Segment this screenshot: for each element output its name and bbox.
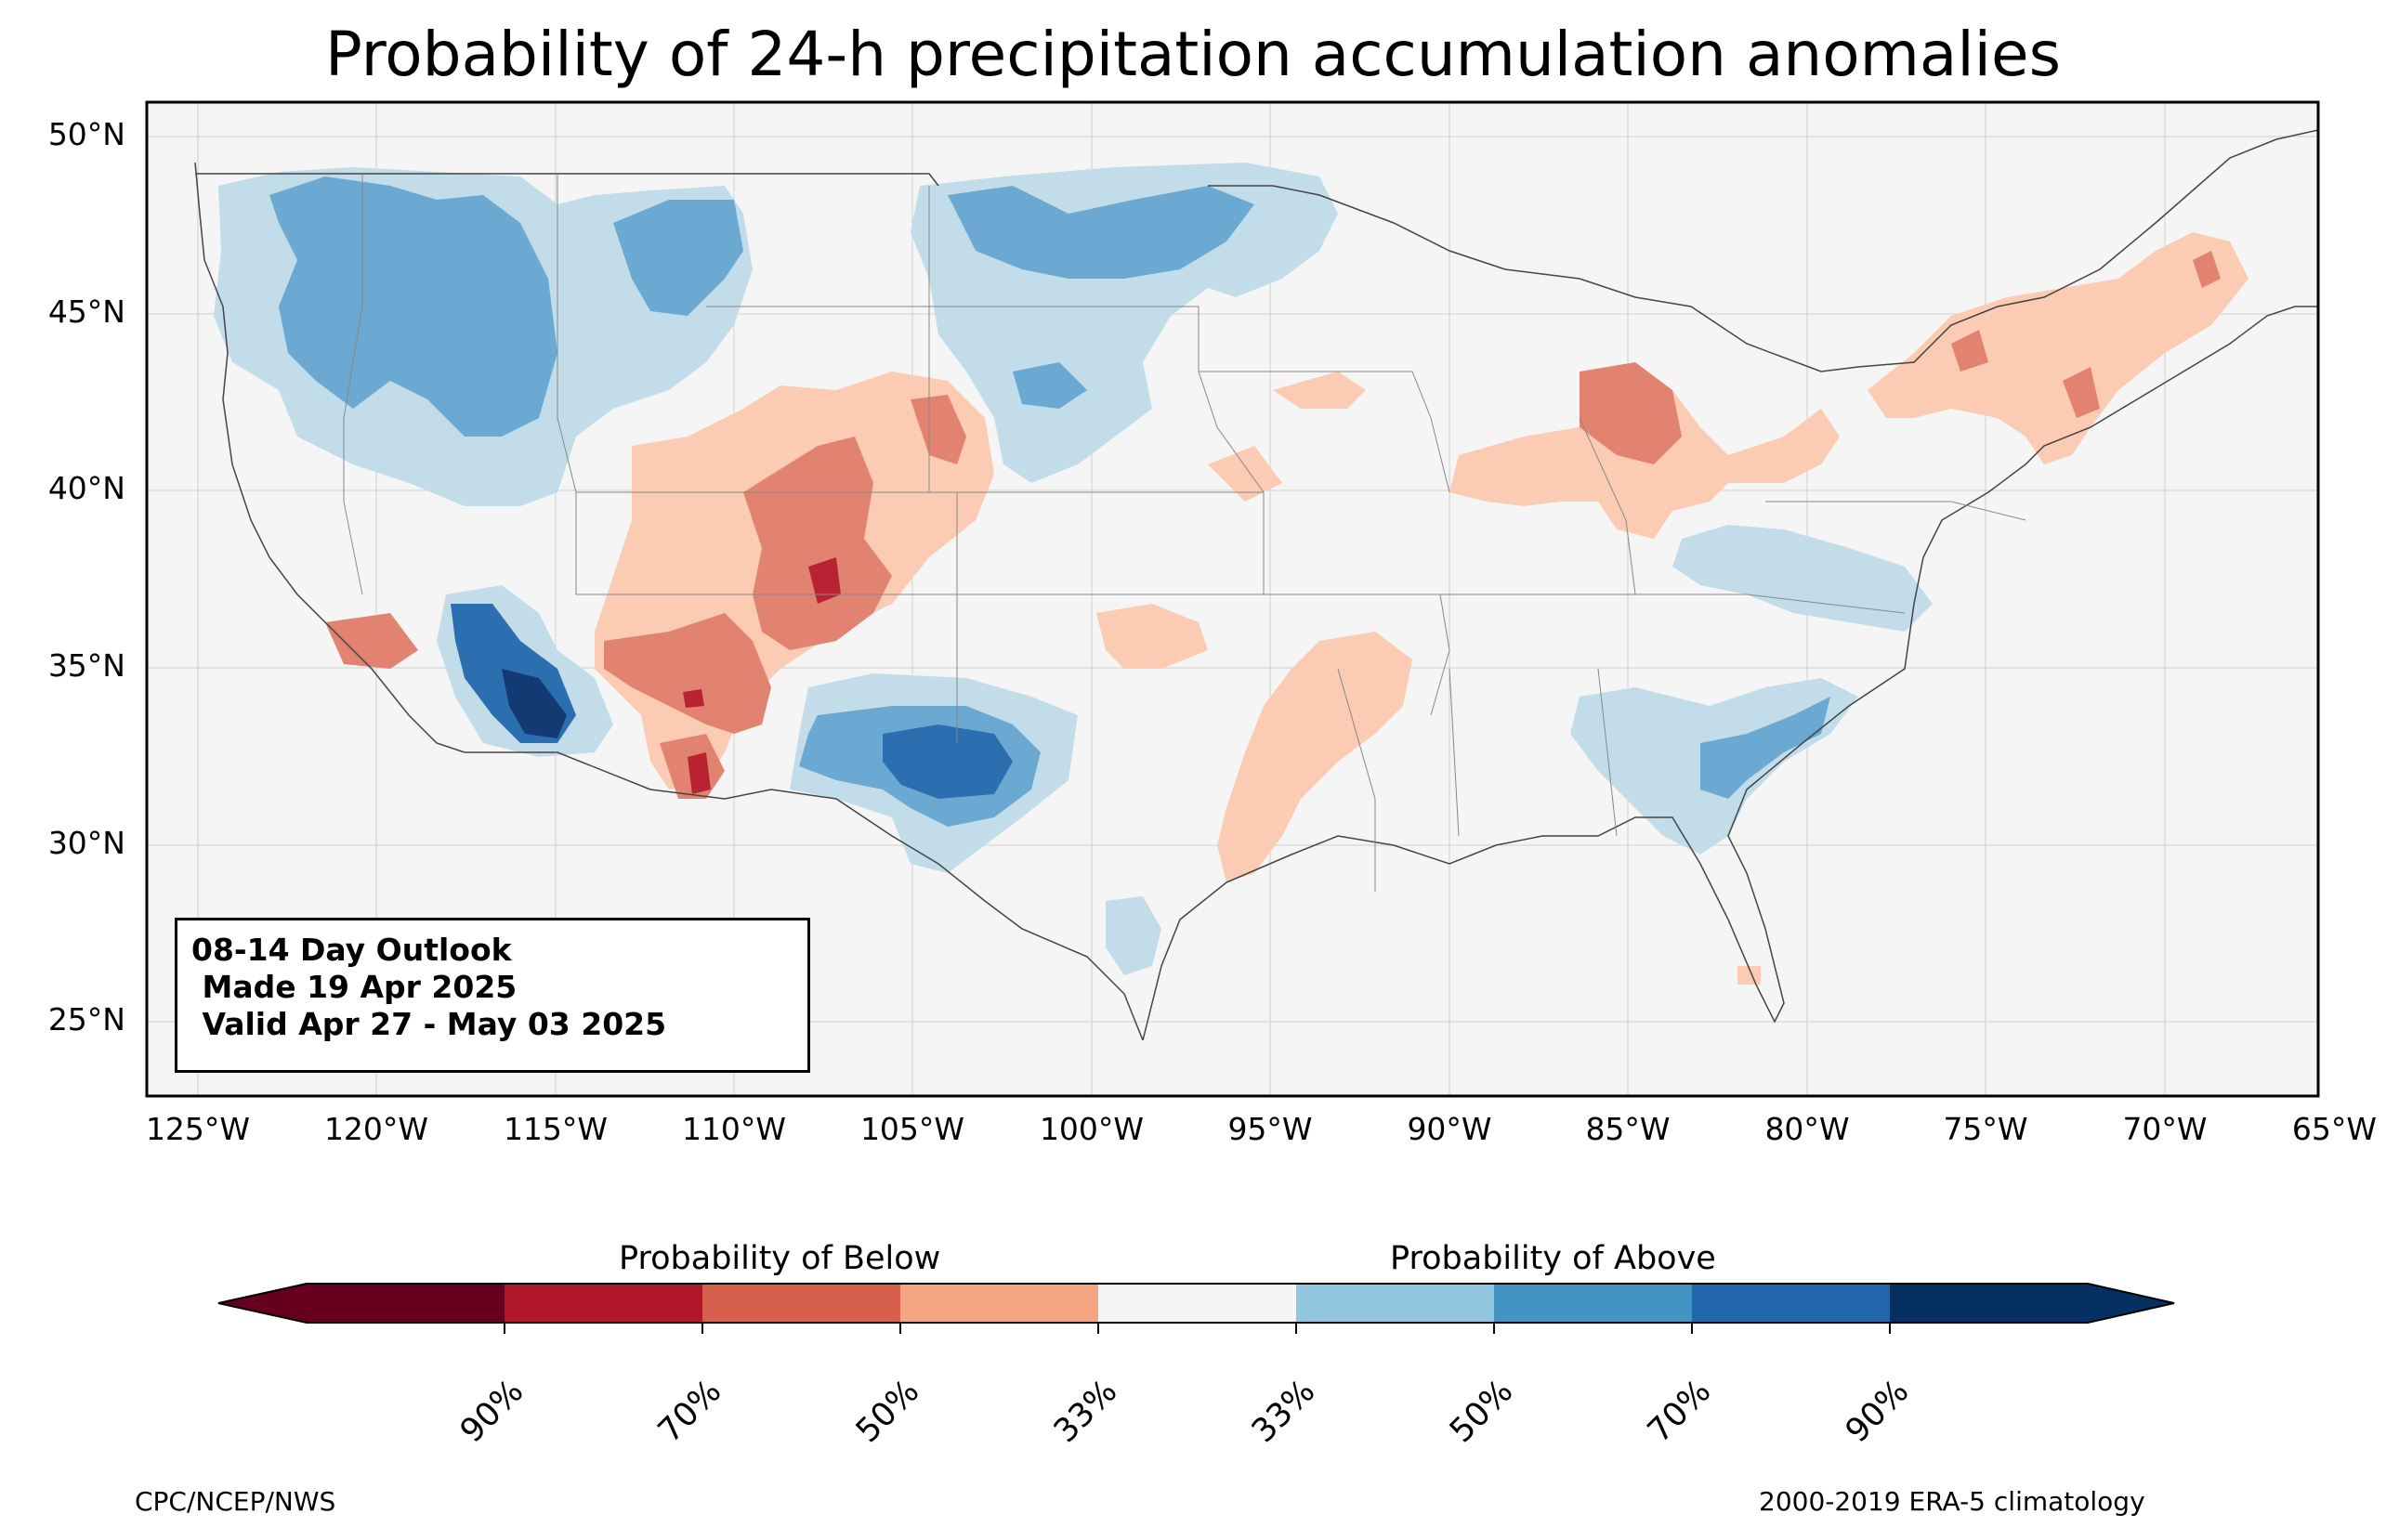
outlook-valid-range: Valid Apr 27 - May 03 2025 (191, 1006, 667, 1042)
lat-label-45n: 45°N (47, 294, 125, 330)
colorbar-band (1296, 1284, 1494, 1323)
colorbar-band (1098, 1284, 1296, 1323)
outlook-info-box: 08-14 Day Outlook Made 19 Apr 2025 Valid… (175, 918, 810, 1073)
below-normal-regions (325, 232, 2248, 985)
lon-label-125w: 125°W (145, 1111, 251, 1147)
lon-label-65w: 65°W (2291, 1111, 2377, 1147)
lon-label-110w: 110°W (681, 1111, 787, 1147)
colorbar-max-extend (2088, 1284, 2174, 1323)
credit-climatology: 2000-2019 ERA-5 climatology (1759, 1486, 2145, 1517)
lat-label-40n: 40°N (47, 470, 125, 506)
colorbar (217, 1283, 2175, 1334)
outlook-made-date: Made 19 Apr 2025 (191, 969, 518, 1005)
lon-label-80w: 80°W (1764, 1111, 1850, 1147)
lon-label-95w: 95°W (1227, 1111, 1313, 1147)
colorbar-band (900, 1284, 1098, 1323)
map-frame (145, 100, 2320, 1098)
lat-label-50n: 50°N (47, 116, 125, 152)
map-title: Probability of 24-h precipitation accumu… (324, 19, 2062, 90)
lon-label-70w: 70°W (2122, 1111, 2208, 1147)
colorbar-above-heading: Probability of Above (1390, 1240, 1716, 1277)
coastlines-and-borders (194, 129, 2318, 1041)
colorbar-outline (217, 1283, 2175, 1324)
lat-label-35n: 35°N (47, 647, 125, 684)
colorbar-band (505, 1284, 702, 1323)
colorbar-band (1692, 1284, 1890, 1323)
lon-label-115w: 115°W (503, 1111, 609, 1147)
colorbar-min-extend (218, 1284, 307, 1323)
outlook-period: 08-14 Day Outlook (191, 932, 512, 968)
lat-label-30n: 30°N (47, 825, 125, 861)
colorbar-band (1890, 1284, 2088, 1323)
lon-label-120w: 120°W (323, 1111, 429, 1147)
lon-label-75w: 75°W (1943, 1111, 2028, 1147)
state-lines (343, 174, 2026, 892)
lon-label-85w: 85°W (1585, 1111, 1671, 1147)
lat-label-25n: 25°N (47, 1001, 125, 1038)
colorbar-band (1494, 1284, 1692, 1323)
lon-label-105w: 105°W (859, 1111, 965, 1147)
colorbar-band (702, 1284, 900, 1323)
colorbar-below-heading: Probability of Below (619, 1240, 941, 1277)
above-normal-regions (214, 163, 1933, 975)
colorbar-band (307, 1284, 505, 1323)
lon-label-100w: 100°W (1039, 1111, 1145, 1147)
credit-source: CPC/NCEP/NWS (135, 1486, 336, 1517)
lon-label-90w: 90°W (1407, 1111, 1492, 1147)
